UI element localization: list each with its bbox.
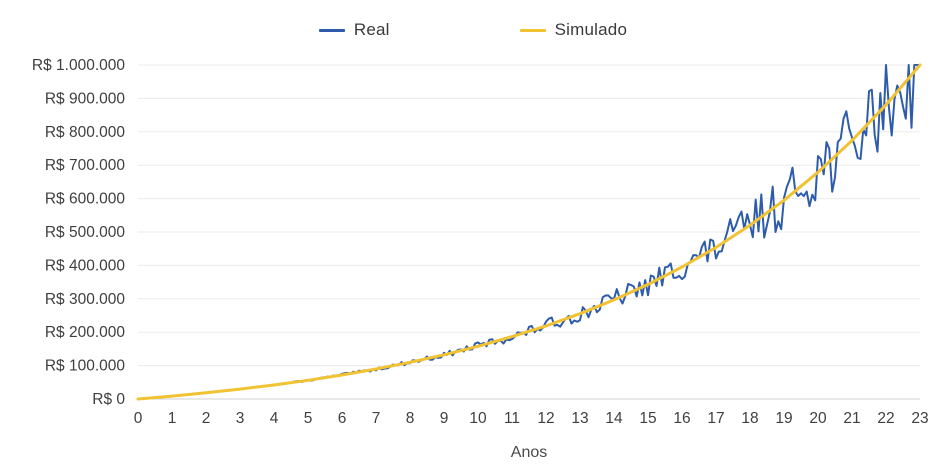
legend-swatch-real — [318, 28, 345, 32]
x-tick-label: 15 — [639, 410, 656, 427]
x-tick-label: 20 — [809, 410, 827, 427]
chart-legend: Real Simulado — [0, 20, 946, 40]
x-tick-label: 1 — [168, 410, 177, 427]
x-tick-label: 7 — [372, 410, 381, 427]
x-tick-label: 14 — [605, 410, 623, 427]
y-tick-label: R$ 0 — [92, 391, 125, 408]
x-tick-label: 2 — [202, 410, 211, 427]
x-tick-label: 18 — [741, 410, 758, 427]
x-tick-label: 9 — [440, 410, 449, 427]
y-tick-label: R$ 200.000 — [45, 324, 126, 341]
y-tick-label: R$ 400.000 — [45, 257, 126, 274]
legend-swatch-simulado — [519, 28, 546, 32]
legend-label-real: Real — [353, 20, 390, 39]
y-tick-label: R$ 800.000 — [45, 124, 126, 141]
x-tick-label: 19 — [775, 410, 792, 427]
x-tick-label: 3 — [236, 410, 245, 427]
x-tick-label: 6 — [338, 410, 347, 427]
y-tick-label: R$ 500.000 — [45, 224, 126, 241]
x-tick-label: 8 — [406, 410, 415, 427]
x-tick-label: 21 — [843, 410, 860, 427]
y-tick-label: R$ 700.000 — [45, 157, 126, 174]
x-axis-title: Anos — [510, 444, 548, 461]
y-tick-label: R$ 1.000.000 — [32, 57, 125, 74]
x-tick-label: 0 — [134, 410, 143, 427]
x-tick-label: 17 — [707, 410, 724, 427]
x-tick-label: 13 — [571, 410, 588, 427]
x-tick-label: 16 — [673, 410, 690, 427]
x-tick-label: 5 — [304, 410, 313, 427]
legend-item-simulado[interactable]: Simulado — [519, 20, 628, 40]
x-tick-label: 12 — [537, 410, 554, 427]
legend-label-simulado: Simulado — [554, 20, 628, 39]
series-line-simulado — [136, 63, 922, 401]
x-tick-label: 4 — [270, 410, 279, 427]
y-tick-label: R$ 600.000 — [45, 191, 126, 208]
x-tick-label: 23 — [911, 410, 928, 427]
x-tick-label: 22 — [877, 410, 894, 427]
x-tick-label: 10 — [469, 410, 487, 427]
y-tick-label: R$ 900.000 — [45, 90, 126, 107]
y-tick-label: R$ 300.000 — [45, 291, 126, 308]
legend-item-real[interactable]: Real — [318, 20, 390, 40]
y-tick-label: R$ 100.000 — [45, 358, 126, 375]
x-tick-label: 11 — [504, 410, 520, 427]
